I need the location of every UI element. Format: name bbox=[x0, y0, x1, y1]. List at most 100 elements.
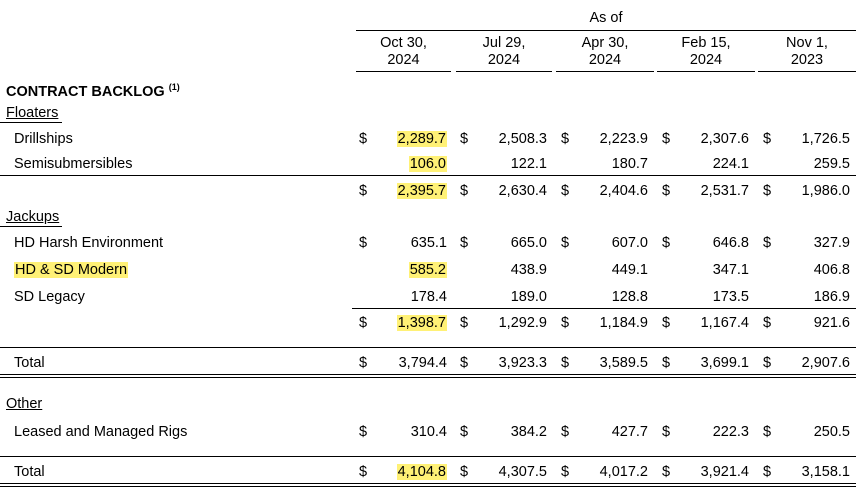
row-label-leased-managed-rigs: Leased and Managed Rigs bbox=[14, 424, 188, 440]
dollar-sign: $ bbox=[460, 183, 469, 199]
highlighted-value: 2,395.7 bbox=[396, 183, 447, 199]
col-header-line2: 2024 bbox=[588, 52, 622, 68]
cell-value: 2,289.7 bbox=[370, 130, 447, 148]
dollar-sign: $ bbox=[359, 355, 368, 371]
dollar-sign: $ bbox=[460, 464, 469, 480]
col-header-nov-2023: Nov 1, 2023 bbox=[757, 35, 857, 69]
cell-value: 384.2 bbox=[510, 424, 547, 440]
highlighted-value: 1,398.7 bbox=[396, 315, 447, 331]
cell-value: 106.0 bbox=[370, 155, 447, 173]
dollar-sign: $ bbox=[359, 315, 368, 331]
footnote-marker: (1) bbox=[168, 82, 180, 92]
dollar-sign: $ bbox=[359, 131, 368, 147]
dollar-sign: $ bbox=[662, 315, 671, 331]
cell-value: 3,589.5 bbox=[599, 355, 648, 371]
floaters-heading: Floaters bbox=[6, 105, 59, 121]
dollar-sign: $ bbox=[662, 355, 671, 371]
cell-value: 3,921.4 bbox=[700, 464, 749, 480]
dollar-sign: $ bbox=[561, 315, 570, 331]
highlighted-label: HD & SD Modern bbox=[14, 262, 129, 278]
cell-value: 4,104.8 bbox=[370, 463, 447, 481]
total1-top-rule bbox=[0, 347, 856, 348]
dollar-sign: $ bbox=[763, 355, 772, 371]
dollar-sign: $ bbox=[561, 183, 570, 199]
cell-value: 259.5 bbox=[813, 156, 850, 172]
dollar-sign: $ bbox=[662, 464, 671, 480]
dollar-sign: $ bbox=[662, 235, 671, 251]
cell-value: 921.6 bbox=[813, 315, 850, 331]
cell-value: 327.9 bbox=[813, 235, 850, 251]
total2-double-rule bbox=[0, 483, 856, 487]
cell-value: 1,726.5 bbox=[801, 131, 850, 147]
floaters-subtotal-rule bbox=[0, 175, 856, 176]
highlighted-value: 585.2 bbox=[408, 262, 447, 278]
cell-value: 310.4 bbox=[410, 424, 447, 440]
col-header-line2: 2023 bbox=[790, 52, 824, 68]
cell-value: 427.7 bbox=[611, 424, 648, 440]
dollar-sign: $ bbox=[763, 464, 772, 480]
dollar-sign: $ bbox=[460, 315, 469, 331]
dollar-sign: $ bbox=[561, 131, 570, 147]
col-header-line1: Apr 30, bbox=[581, 35, 629, 51]
dollar-sign: $ bbox=[561, 424, 570, 440]
cell-value: 2,223.9 bbox=[599, 131, 648, 147]
cell-value: 173.5 bbox=[712, 289, 749, 305]
cell-value: 3,794.4 bbox=[398, 355, 447, 371]
col-header-apr-2024: Apr 30, 2024 bbox=[555, 35, 655, 69]
dollar-sign: $ bbox=[460, 355, 469, 371]
cell-value: 4,017.2 bbox=[599, 464, 648, 480]
dollar-sign: $ bbox=[359, 464, 368, 480]
row-label-drillships: Drillships bbox=[14, 131, 73, 147]
cell-value: 635.1 bbox=[410, 235, 447, 251]
row-label-sd-legacy: SD Legacy bbox=[14, 289, 85, 305]
cell-value: 122.1 bbox=[510, 156, 547, 172]
cell-value: 180.7 bbox=[611, 156, 648, 172]
total1-double-rule bbox=[0, 374, 856, 378]
cell-value: 646.8 bbox=[712, 235, 749, 251]
jackups-subtotal-rule bbox=[352, 308, 856, 309]
cell-value: 128.8 bbox=[611, 289, 648, 305]
cell-value: 250.5 bbox=[813, 424, 850, 440]
row-label-total: Total bbox=[14, 355, 45, 371]
dollar-sign: $ bbox=[359, 424, 368, 440]
cell-value: 1,986.0 bbox=[801, 183, 850, 199]
cell-value: 2,531.7 bbox=[700, 183, 749, 199]
as-of-rule bbox=[356, 30, 856, 31]
dollar-sign: $ bbox=[662, 183, 671, 199]
col-rule-3 bbox=[556, 71, 654, 72]
cell-value: 607.0 bbox=[611, 235, 648, 251]
cell-value: 1,167.4 bbox=[700, 315, 749, 331]
dollar-sign: $ bbox=[763, 424, 772, 440]
highlighted-value: 4,104.8 bbox=[396, 464, 447, 480]
row-label-hd-sd-modern: HD & SD Modern bbox=[14, 261, 129, 279]
cell-value: 224.1 bbox=[712, 156, 749, 172]
cell-value: 665.0 bbox=[510, 235, 547, 251]
cell-value: 438.9 bbox=[510, 262, 547, 278]
dollar-sign: $ bbox=[460, 424, 469, 440]
jackups-rule bbox=[0, 226, 62, 227]
col-header-line2: 2024 bbox=[689, 52, 723, 68]
dollar-sign: $ bbox=[561, 464, 570, 480]
section-title-text: CONTRACT BACKLOG bbox=[6, 84, 165, 100]
cell-value: 1,398.7 bbox=[370, 314, 447, 332]
cell-value: 2,907.6 bbox=[801, 355, 850, 371]
other-heading: Other bbox=[6, 396, 43, 412]
cell-value: 4,307.5 bbox=[498, 464, 547, 480]
dollar-sign: $ bbox=[561, 235, 570, 251]
total2-top-rule bbox=[0, 456, 856, 457]
col-rule-1 bbox=[356, 71, 451, 72]
cell-value: 2,307.6 bbox=[700, 131, 749, 147]
col-header-line1: Jul 29, bbox=[482, 35, 526, 51]
dollar-sign: $ bbox=[662, 424, 671, 440]
cell-value: 2,508.3 bbox=[498, 131, 547, 147]
cell-value: 3,923.3 bbox=[498, 355, 547, 371]
cell-value: 347.1 bbox=[712, 262, 749, 278]
dollar-sign: $ bbox=[763, 131, 772, 147]
cell-value: 186.9 bbox=[813, 289, 850, 305]
cell-value: 3,158.1 bbox=[801, 464, 850, 480]
dollar-sign: $ bbox=[561, 355, 570, 371]
cell-value: 189.0 bbox=[510, 289, 547, 305]
dollar-sign: $ bbox=[359, 235, 368, 251]
row-label-hd-harsh: HD Harsh Environment bbox=[14, 235, 164, 251]
dollar-sign: $ bbox=[460, 131, 469, 147]
